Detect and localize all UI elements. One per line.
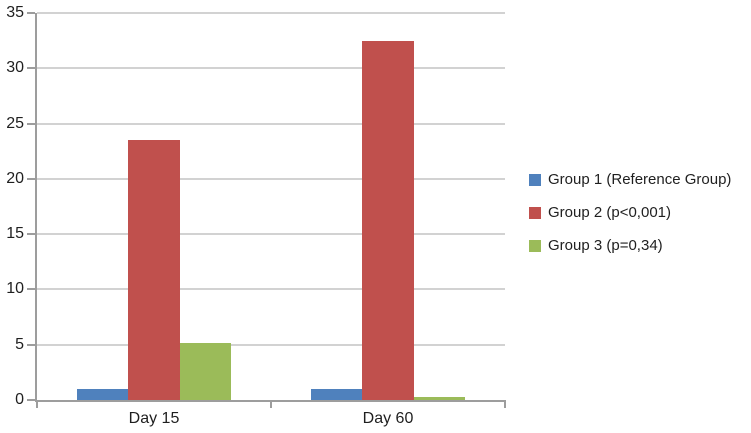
y-axis-tick-label: 30 [6,59,24,77]
x-axis-tick [504,400,506,408]
bar-series-3 [413,396,466,400]
legend-label: Group 1 (Reference Group) [548,171,732,188]
y-gridline [37,233,505,235]
x-axis-tick [270,400,272,408]
legend-item: Group 1 (Reference Group) [529,172,731,187]
legend-label: Group 3 (p=0,34) [548,237,663,254]
bar-series-2 [128,140,180,400]
y-axis-tick-label: 20 [6,169,24,187]
y-axis-tick-label: 35 [6,4,24,21]
y-axis-tick [27,399,35,401]
y-gridline [37,344,505,346]
y-gridline [37,123,505,125]
y-axis-tick-label: 10 [6,280,24,298]
y-axis-tick-label: 25 [6,114,24,132]
legend-item: Group 3 (p=0,34) [529,238,731,253]
y-axis-tick [27,12,35,14]
y-axis-tick-label: 5 [15,335,24,353]
y-gridline [37,12,505,14]
bar-series-1 [76,388,129,400]
y-gridline [37,178,505,180]
legend-swatch [529,239,541,252]
y-axis-tick-label: 0 [15,391,24,408]
legend-item: Group 2 (p<0,001) [529,205,731,220]
x-axis-category-label: Day 60 [362,410,414,427]
x-axis-category-label: Day 15 [128,410,180,427]
y-axis-tick-label: 15 [6,225,24,243]
legend-label: Group 2 (p<0,001) [548,204,671,221]
bar-series-2 [362,40,414,400]
bar-series-1 [310,388,363,400]
bar-series-3 [179,342,232,400]
y-axis-tick [27,343,35,346]
legend: Group 1 (Reference Group) Group 2 (p<0,00… [529,172,731,253]
plot-area: 0 5 10 15 20 25 30 35 Day 15 Day 60 [6,5,506,427]
y-axis-tick [27,122,35,125]
y-axis-tick [27,233,35,236]
x-axis-tick [36,400,38,408]
y-axis-tick [27,288,35,291]
y-gridline [37,67,505,69]
y-axis-tick [27,67,35,70]
y-gridline [37,288,505,290]
legend-swatch [529,206,541,219]
legend-swatch [529,173,541,186]
y-axis-tick [27,177,35,180]
